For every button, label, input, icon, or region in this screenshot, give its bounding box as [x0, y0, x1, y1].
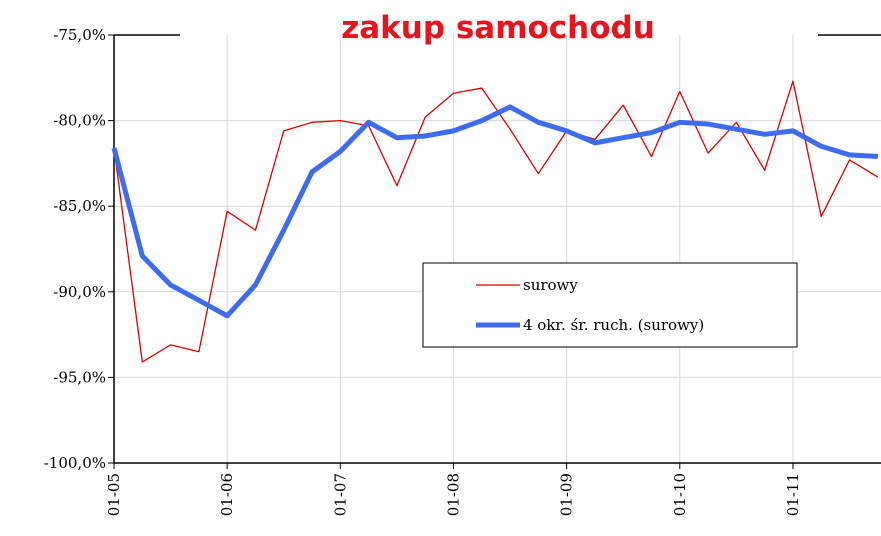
y-tick-label: -100,0% [44, 454, 106, 472]
x-tick-label: 01-08 [444, 473, 462, 516]
line-series [113, 80, 879, 363]
chart-title: zakup samochodu [341, 10, 655, 46]
line-series [111, 104, 878, 319]
y-tick-label: -80,0% [53, 112, 106, 130]
y-tick-label: -95,0% [53, 368, 106, 386]
x-tick-label: 01-07 [331, 473, 349, 516]
x-tick-label: 01-05 [105, 473, 123, 516]
y-tick-label: -90,0% [53, 283, 106, 301]
legend-box [422, 262, 798, 348]
legend-label: surowy [523, 276, 578, 294]
x-tick-label: 01-09 [558, 473, 576, 516]
x-tick-label: 01-06 [218, 473, 236, 516]
legend-label: 4 okr. śr. ruch. (surowy) [523, 316, 704, 334]
x-tick-label: 01-10 [671, 473, 689, 516]
y-tick-label: -75,0% [53, 26, 106, 44]
y-tick-label: -85,0% [53, 197, 106, 215]
x-tick-label: 01-11 [784, 473, 802, 516]
